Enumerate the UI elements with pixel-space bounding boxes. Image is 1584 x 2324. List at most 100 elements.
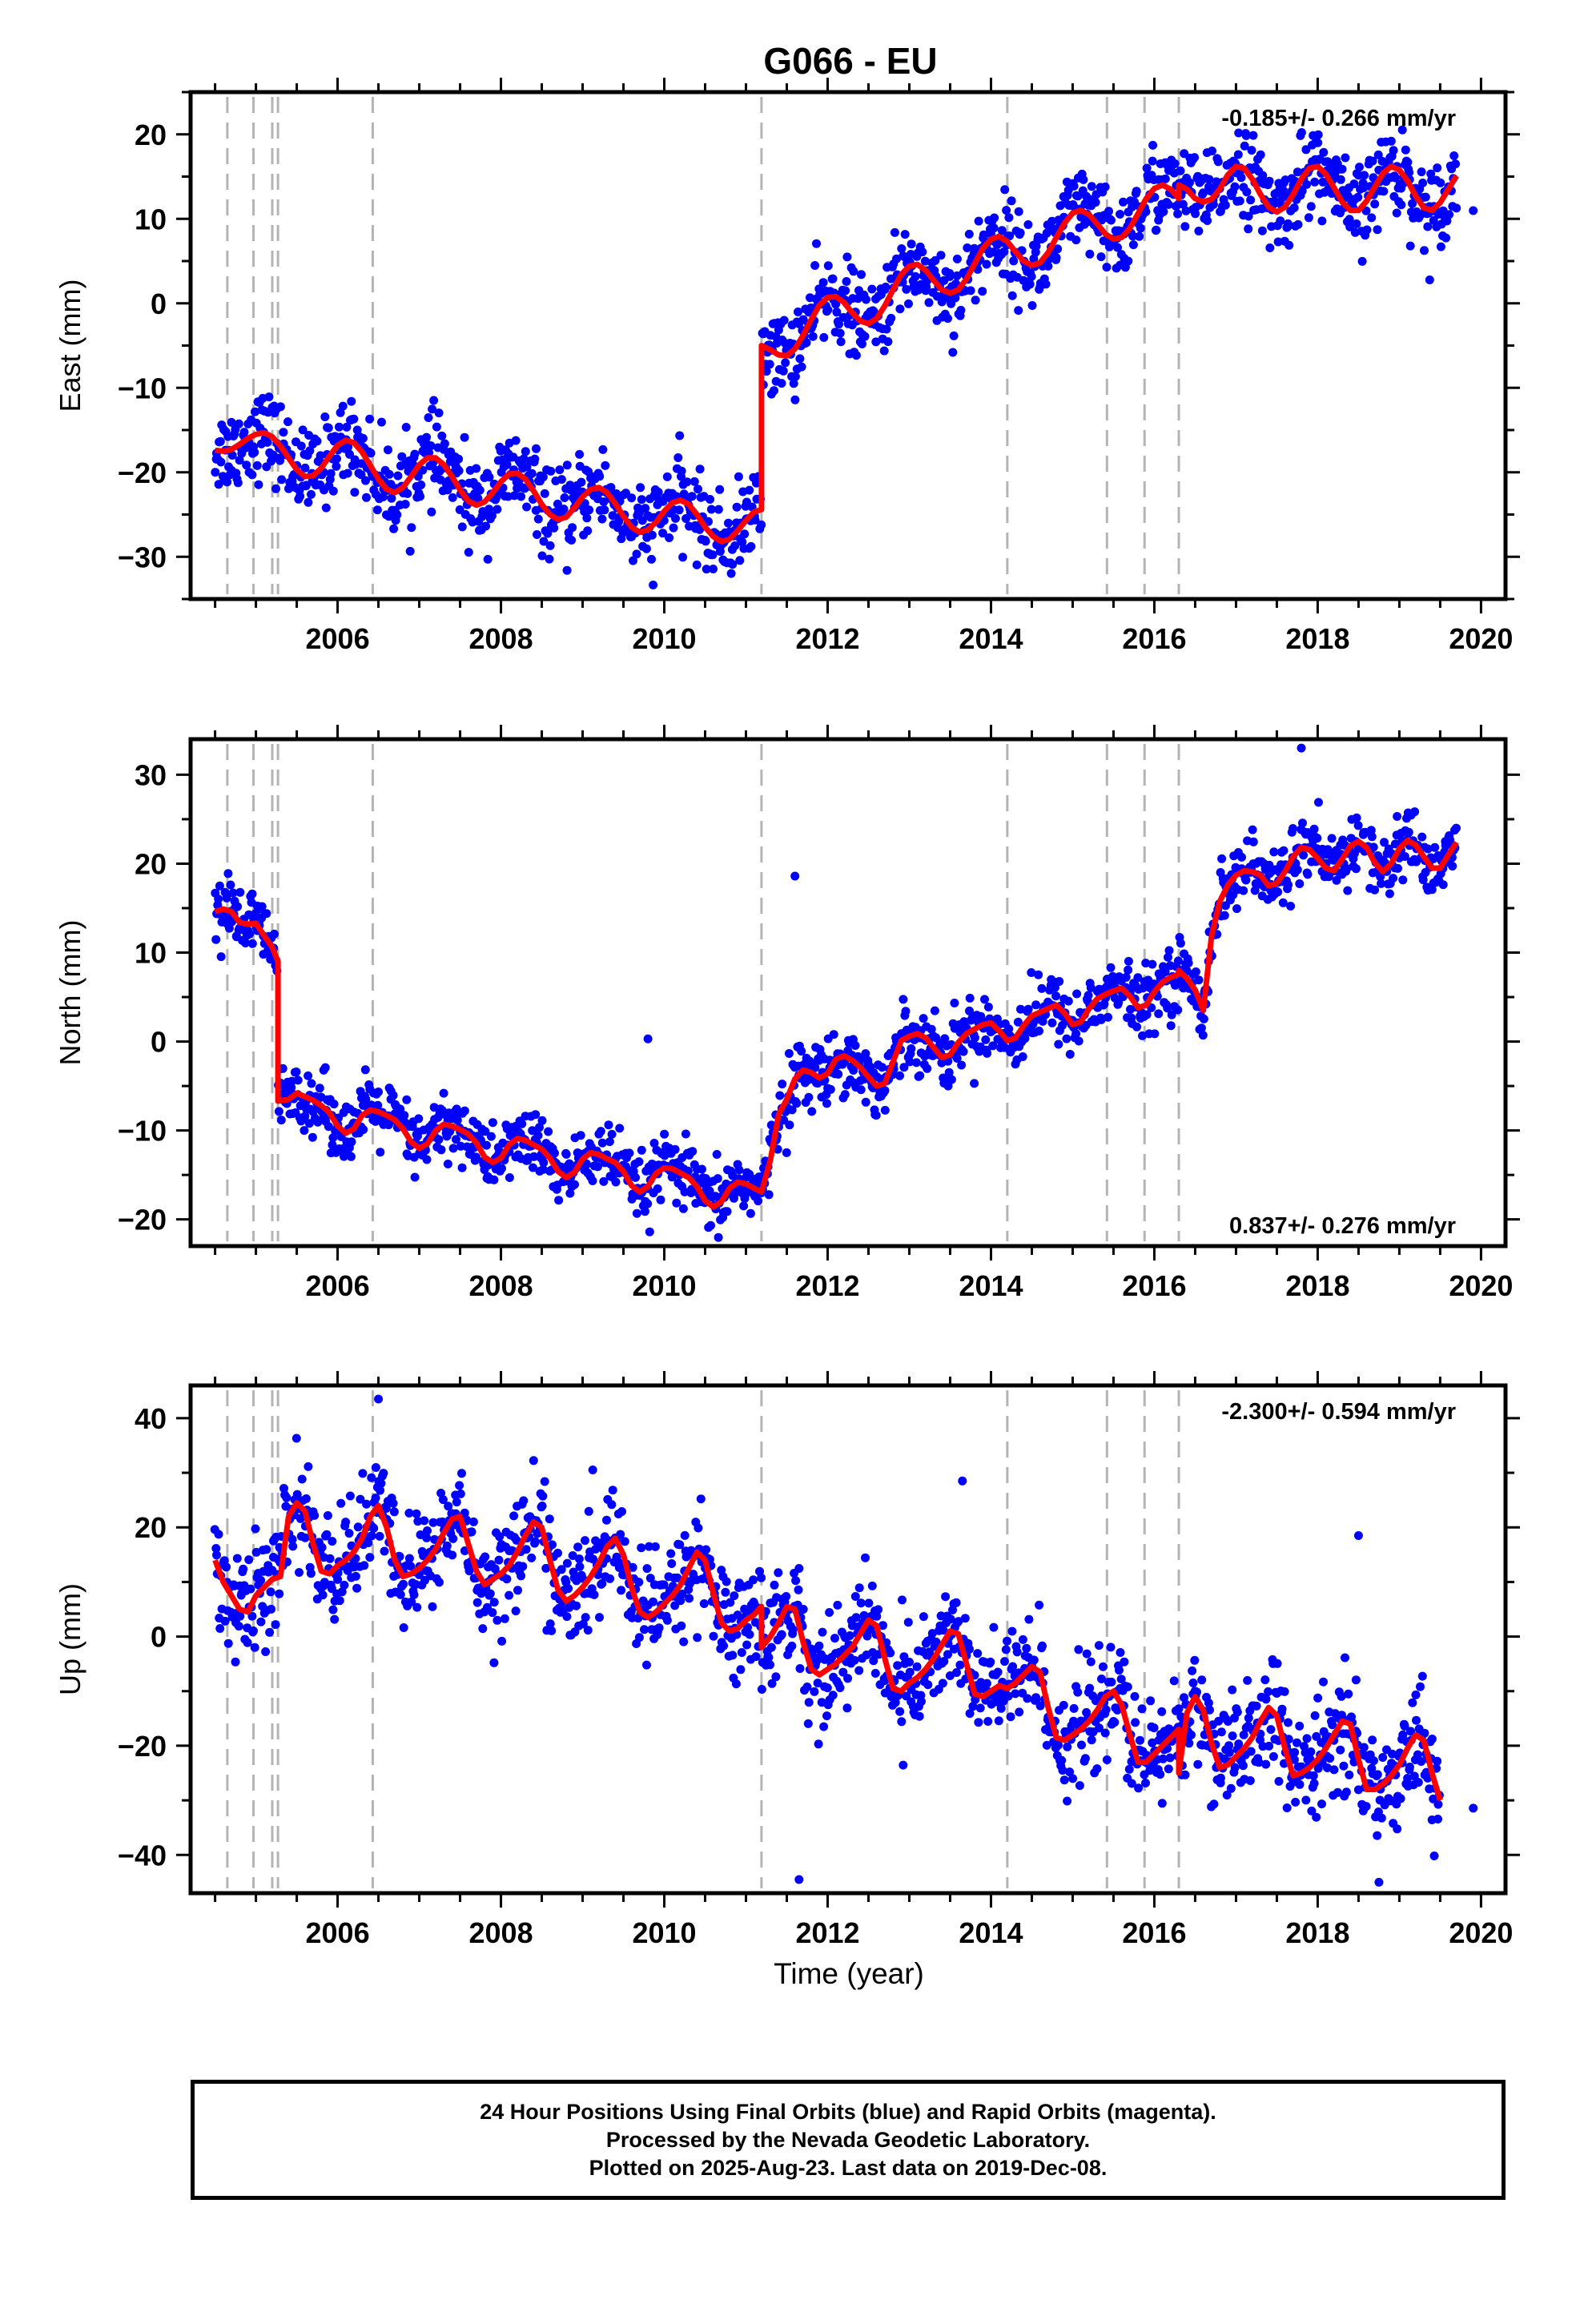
data-point <box>1359 1743 1369 1752</box>
data-point <box>930 1006 939 1015</box>
data-point <box>714 505 723 514</box>
data-point <box>1453 0 1461 5</box>
data-point <box>1100 182 1110 191</box>
data-point <box>529 1456 538 1466</box>
y-axis-label: Up (mm) <box>54 1583 86 1695</box>
data-point <box>360 1065 370 1075</box>
x-tick-label: 2012 <box>795 1916 859 1949</box>
data-point <box>1438 880 1448 890</box>
data-point <box>927 1024 936 1034</box>
data-point <box>407 523 416 533</box>
data-point <box>1396 1794 1405 1803</box>
data-point <box>1373 150 1383 159</box>
data-point <box>740 529 750 539</box>
data-point <box>640 1207 649 1216</box>
data-point <box>1057 1755 1067 1765</box>
data-point <box>1295 879 1305 888</box>
data-point <box>1205 1705 1214 1715</box>
data-point <box>1439 0 1448 5</box>
data-point <box>754 1196 763 1206</box>
data-point <box>842 252 852 262</box>
data-point <box>304 1119 314 1128</box>
data-point <box>1306 202 1316 211</box>
data-point <box>963 243 972 252</box>
data-point <box>439 1088 448 1098</box>
y-tick-label: 40 <box>135 1402 167 1435</box>
data-point <box>293 1076 303 1085</box>
data-point <box>231 1657 240 1667</box>
data-point <box>802 338 811 348</box>
data-point <box>797 1047 806 1056</box>
data-point <box>1462 0 1471 5</box>
data-point <box>1440 0 1449 5</box>
data-point <box>842 1703 852 1713</box>
data-point <box>1293 1738 1301 1747</box>
data-point <box>1277 1704 1287 1714</box>
data-point <box>733 1610 742 1620</box>
data-point <box>489 1658 499 1667</box>
data-point <box>345 449 354 459</box>
panel-east: 2006 2008 2010 2012 2014 2016 2018 2020−30−20−1… <box>54 0 1520 655</box>
data-point <box>1454 0 1463 5</box>
data-point <box>585 505 594 515</box>
y-tick-label: 0 <box>151 1026 167 1059</box>
data-point <box>897 1717 907 1727</box>
data-point <box>712 1150 722 1159</box>
data-point <box>1141 1779 1150 1787</box>
data-point <box>247 939 257 948</box>
data-point <box>505 1173 514 1182</box>
data-point <box>1449 0 1458 5</box>
data-point <box>1138 1031 1147 1040</box>
x-tick-label: 2012 <box>795 622 859 655</box>
data-point <box>968 1702 978 1711</box>
data-point <box>728 1651 738 1660</box>
data-point <box>1248 825 1257 834</box>
data-point <box>1457 0 1466 5</box>
data-point <box>851 351 861 360</box>
data-point <box>1458 0 1467 5</box>
y-tick-label: 10 <box>135 203 167 235</box>
data-point <box>819 1722 829 1731</box>
data-point <box>1345 1770 1354 1779</box>
x-tick-label: 2020 <box>1449 1269 1513 1302</box>
data-point <box>336 1498 346 1508</box>
data-point <box>1313 130 1323 139</box>
data-point <box>1301 1795 1311 1805</box>
data-point <box>970 1033 979 1043</box>
data-point <box>381 1504 391 1513</box>
data-point <box>287 1534 297 1544</box>
data-point <box>543 529 553 538</box>
data-point <box>591 1544 601 1554</box>
data-point <box>527 1553 537 1562</box>
data-point <box>1001 1645 1011 1655</box>
y-tick-label: −20 <box>118 1730 167 1763</box>
data-point <box>1314 798 1323 807</box>
data-point <box>454 466 464 476</box>
data-point <box>1185 178 1194 187</box>
data-point <box>568 1551 577 1560</box>
data-point <box>1136 1735 1144 1745</box>
data-point <box>457 1163 467 1172</box>
data-point <box>1459 0 1468 5</box>
data-point <box>1230 182 1240 191</box>
data-point <box>1446 0 1455 5</box>
data-point <box>440 439 449 448</box>
data-point <box>1313 834 1322 843</box>
data-point <box>787 1105 797 1115</box>
data-point <box>861 1097 870 1107</box>
data-point <box>751 1652 761 1662</box>
data-point <box>1430 842 1440 852</box>
data-point <box>1317 1799 1326 1809</box>
data-point <box>1233 150 1243 159</box>
data-point <box>1465 0 1474 5</box>
data-point <box>813 1679 822 1688</box>
data-point <box>1244 224 1253 234</box>
data-point <box>215 436 225 446</box>
data-point <box>1406 1727 1415 1736</box>
data-point <box>1464 0 1473 5</box>
data-point <box>1447 0 1456 5</box>
data-point <box>1284 240 1294 250</box>
data-point <box>883 337 893 347</box>
data-point <box>1071 235 1081 245</box>
data-point <box>535 1123 544 1132</box>
